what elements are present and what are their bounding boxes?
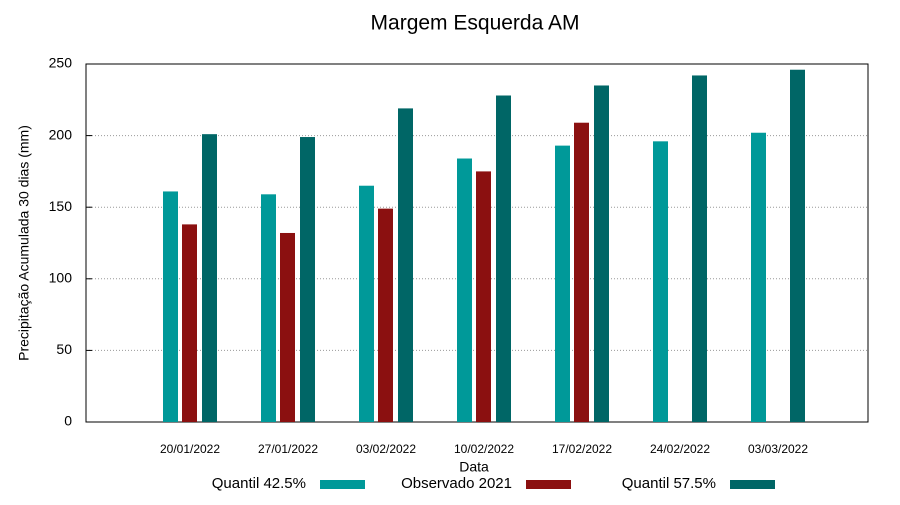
x-axis-label: Data: [459, 459, 489, 475]
x-tick-label: 20/01/2022: [160, 442, 220, 456]
bar: [790, 69, 805, 422]
bar: [751, 132, 766, 422]
legend-swatch: [526, 480, 571, 489]
x-tick-label: 27/01/2022: [258, 442, 318, 456]
y-tick-label: 0: [64, 413, 72, 429]
bar: [163, 191, 178, 422]
x-tick-label: 03/03/2022: [748, 442, 808, 456]
y-tick-label: 200: [49, 126, 73, 142]
legend-label: Quantil 57.5%: [622, 475, 716, 492]
bar: [476, 171, 491, 422]
bar: [280, 232, 295, 422]
x-tick-label: 10/02/2022: [454, 442, 514, 456]
bar: [692, 75, 707, 423]
bar: [653, 141, 668, 422]
x-tick-label: 24/02/2022: [650, 442, 710, 456]
bar: [182, 224, 197, 422]
bar: [594, 85, 609, 422]
legend-label: Quantil 42.5%: [212, 475, 306, 492]
bar: [398, 108, 413, 422]
bar: [457, 158, 472, 422]
bar: [202, 134, 217, 422]
y-tick-label: 250: [49, 55, 73, 71]
bar: [574, 122, 589, 422]
legend-label: Observado 2021: [401, 475, 512, 492]
x-tick-label: 17/02/2022: [552, 442, 612, 456]
bar: [555, 145, 570, 422]
bar: [378, 208, 393, 422]
bar: [359, 185, 374, 422]
bar: [261, 194, 276, 422]
x-tick-label: 03/02/2022: [356, 442, 416, 456]
y-axis-label: Precipitação Acumulada 30 dias (mm): [16, 125, 32, 361]
y-tick-label: 100: [49, 270, 73, 286]
chart-title: Margem Esquerda AM: [371, 12, 580, 35]
y-tick-label: 50: [56, 341, 72, 357]
legend-swatch: [320, 480, 365, 489]
y-tick-label: 150: [49, 198, 73, 214]
legend-swatch: [730, 480, 775, 489]
bar: [496, 95, 511, 422]
bar: [300, 137, 315, 423]
